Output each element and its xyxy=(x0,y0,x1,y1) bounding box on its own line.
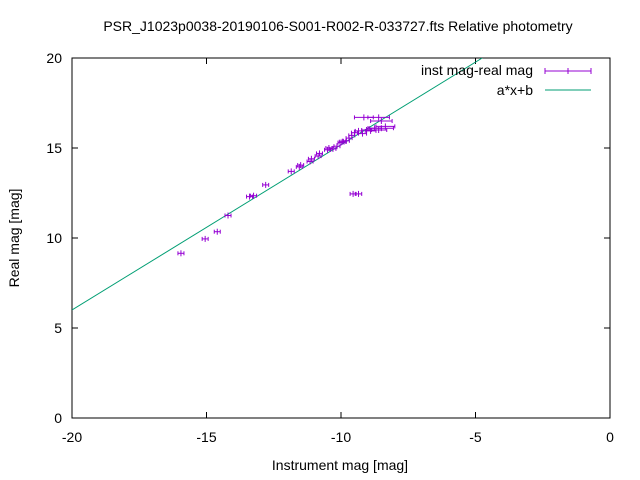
fit-line xyxy=(72,58,483,311)
data-point xyxy=(333,143,341,150)
data-point xyxy=(287,168,295,175)
data-point xyxy=(314,153,322,160)
data-point xyxy=(306,158,314,165)
x-tick-label: -20 xyxy=(62,429,82,445)
inst-mag-series xyxy=(177,114,396,257)
data-point xyxy=(350,129,358,136)
data-point xyxy=(315,150,323,157)
x-tick-label: -10 xyxy=(331,429,351,445)
y-axis: 0 5 10 15 20 xyxy=(46,50,610,426)
x-tick-label: -5 xyxy=(469,429,482,445)
x-tick-label: -15 xyxy=(196,429,216,445)
data-point xyxy=(224,212,232,219)
plot-frame xyxy=(71,57,611,419)
y-axis-label: Real mag [mag] xyxy=(6,189,22,288)
legend-label-fit: a*x+b xyxy=(497,82,533,98)
x-axis: -20 -15 -10 -5 0 xyxy=(62,58,614,445)
y-tick-label: 10 xyxy=(46,230,62,246)
x-tick-label: 0 xyxy=(606,429,614,445)
legend-label-inst-mag: inst mag-real mag xyxy=(421,62,533,78)
y-tick-label: 15 xyxy=(46,140,62,156)
data-point xyxy=(250,192,258,199)
data-point xyxy=(213,228,221,235)
data-point xyxy=(354,190,363,197)
x-axis-label: Instrument mag [mag] xyxy=(272,457,408,473)
y-tick-label: 5 xyxy=(54,320,62,336)
data-point xyxy=(246,193,254,200)
y-tick-label: 20 xyxy=(46,50,62,66)
chart-title: PSR_J1023p0038-20190106-S001-R002-R-0337… xyxy=(103,18,572,34)
legend: inst mag-real mag a*x+b xyxy=(421,62,592,98)
data-point xyxy=(370,118,393,124)
plot-border xyxy=(71,57,611,419)
data-point xyxy=(297,162,305,169)
data-point xyxy=(353,114,374,121)
data-point xyxy=(307,155,315,162)
y-tick-label: 0 xyxy=(54,410,62,426)
data-point xyxy=(375,123,396,130)
data-point xyxy=(201,235,209,242)
legend-sample-inst-mag xyxy=(544,68,592,74)
data-point xyxy=(262,181,270,188)
data-point xyxy=(329,145,337,152)
fit-line-series xyxy=(72,58,483,311)
data-point xyxy=(177,250,185,257)
data-point xyxy=(357,130,368,137)
